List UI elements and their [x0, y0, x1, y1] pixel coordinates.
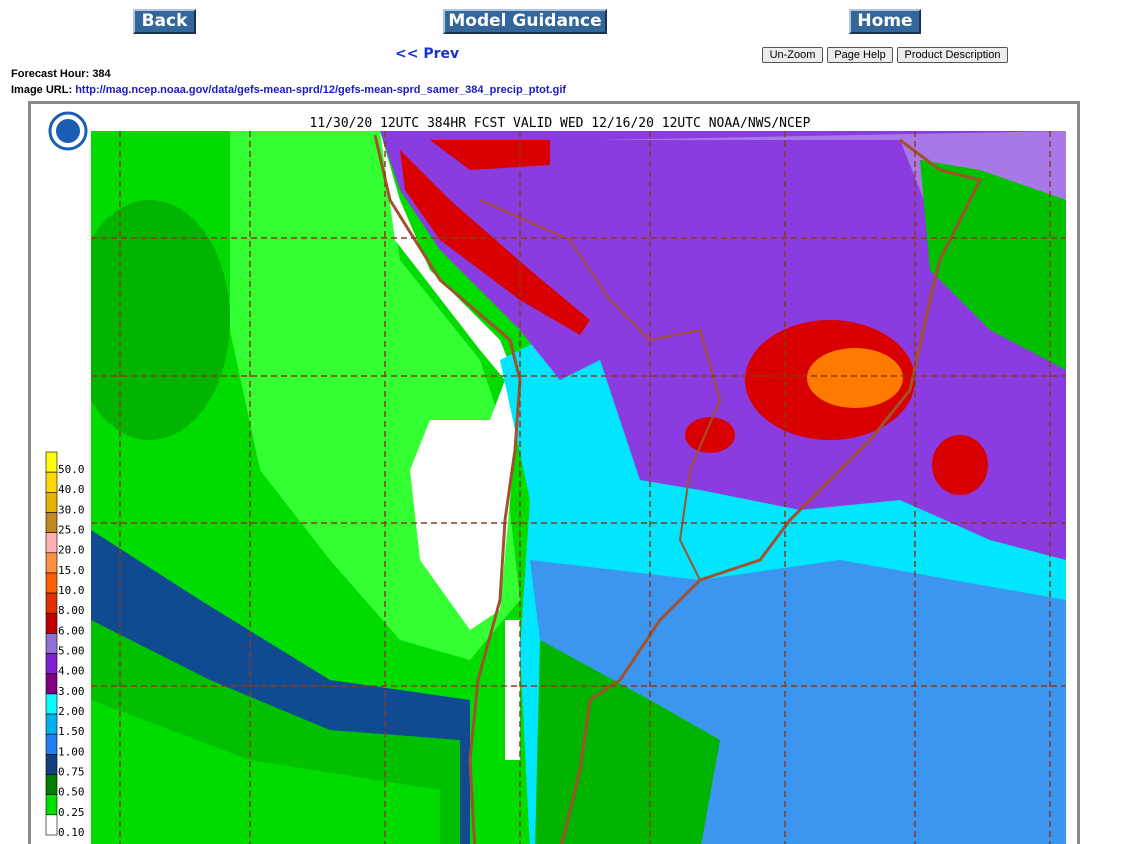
- coast-east: [560, 138, 983, 844]
- legend-swatch: [45, 673, 58, 695]
- field-green-south: [535, 640, 720, 844]
- legend-label: 10.0: [58, 584, 85, 597]
- legend-label: 6.00: [58, 624, 85, 637]
- legend-label: 30.0: [58, 503, 85, 516]
- prev-link[interactable]: << Prev: [395, 46, 460, 62]
- legend-label: 3.00: [58, 685, 85, 698]
- un-zoom-button[interactable]: Un-Zoom: [762, 47, 823, 63]
- legend-swatch: [45, 592, 58, 614]
- forecast-hour: Forecast Hour: 384: [11, 68, 111, 80]
- legend-label: 40.0: [58, 483, 85, 496]
- legend: 50.0 40.0 30.0 25.0 20.0 15.0 10.0 8.00 6.00 5.00…: [45, 451, 85, 839]
- page-help-button[interactable]: Page Help: [827, 47, 893, 63]
- legend-swatch: [45, 653, 58, 675]
- map: 11/30/20 12UTC 384HR FCST VALID WED 12/1…: [45, 111, 1066, 844]
- field-red-andes: [400, 150, 590, 335]
- field-blue: [530, 560, 1066, 844]
- legend-swatch: [45, 512, 58, 533]
- precip-field: [91, 131, 1066, 844]
- legend-label: 25.0: [58, 524, 85, 537]
- legend-swatch: [45, 471, 58, 493]
- field-dry-strip: [505, 620, 520, 760]
- forecast-hour-value: 384: [92, 68, 111, 80]
- field-green-sw2: [91, 700, 440, 844]
- legend-label: 5.00: [58, 645, 85, 658]
- noaa-logo-center: [56, 119, 80, 143]
- legend-swatch: [45, 572, 58, 594]
- legend-swatch: [45, 451, 58, 473]
- field-red-ocean: [932, 435, 988, 495]
- legend-swatch: [45, 754, 58, 775]
- legend-swatch: [45, 693, 58, 715]
- home-button[interactable]: Home: [849, 9, 921, 34]
- legend-swatch: [45, 633, 58, 654]
- back-button[interactable]: Back: [133, 9, 196, 34]
- coast-west: [373, 134, 522, 844]
- legend-swatch: [45, 814, 58, 836]
- legend-label: 50.0: [58, 463, 85, 476]
- legend-swatch: [45, 713, 58, 735]
- field-dark-green: [91, 200, 230, 440]
- legend-label: 20.0: [58, 544, 85, 557]
- legend-swatch: [45, 532, 58, 554]
- image-url-link[interactable]: http://mag.ncep.noaa.gov/data/gefs-mean-…: [75, 84, 567, 96]
- legend-label: 0.50: [58, 786, 85, 799]
- legend-label: 8.00: [58, 604, 85, 617]
- legend-swatch: [45, 733, 58, 755]
- forecast-hour-label: Forecast Hour:: [11, 68, 90, 80]
- legend-label: 0.25: [58, 806, 85, 819]
- map-frame: 11/30/20 12UTC 384HR FCST VALID WED 12/1…: [28, 101, 1080, 844]
- legend-swatch: [45, 552, 58, 574]
- map-title: 11/30/20 12UTC 384HR FCST VALID WED 12/1…: [310, 116, 811, 131]
- legend-label: 0.10: [58, 826, 85, 839]
- image-url: Image URL: http://mag.ncep.noaa.gov/data…: [11, 84, 566, 96]
- legend-swatch: [45, 612, 58, 634]
- field-orange: [807, 348, 903, 408]
- legend-label: 0.75: [58, 766, 85, 779]
- borders: [479, 199, 722, 581]
- legend-label: 1.00: [58, 745, 85, 758]
- legend-label: 2.00: [58, 705, 85, 718]
- legend-label: 4.00: [58, 665, 85, 678]
- image-url-label: Image URL:: [11, 84, 73, 96]
- field-red-small: [685, 417, 735, 453]
- product-description-button[interactable]: Product Description: [897, 47, 1008, 63]
- field-dry: [380, 131, 520, 630]
- legend-swatch: [45, 492, 58, 513]
- legend-label: 1.50: [58, 725, 85, 738]
- legend-swatch: [45, 794, 58, 816]
- legend-swatch: [45, 774, 58, 795]
- legend-label: 15.0: [58, 564, 85, 577]
- model-guidance-button[interactable]: Model Guidance: [443, 9, 607, 34]
- field-green-ne: [920, 160, 1066, 370]
- graticule: [91, 131, 1066, 844]
